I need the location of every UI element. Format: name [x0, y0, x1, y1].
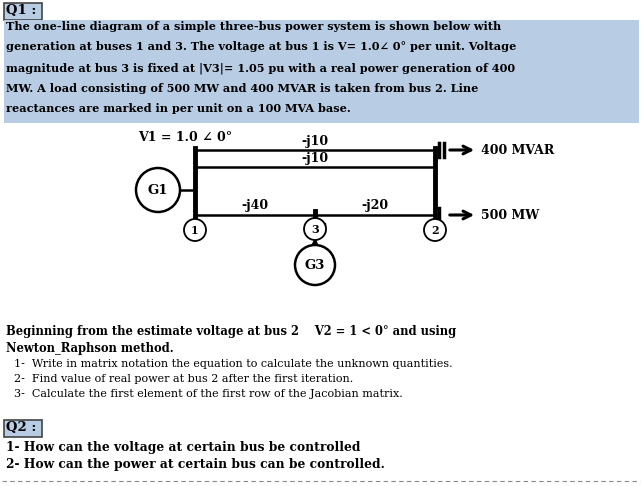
Circle shape	[304, 218, 326, 240]
Text: -j10: -j10	[302, 135, 329, 148]
Text: generation at buses 1 and 3. The voltage at bus 1 is V= 1.0∠ 0° per unit. Voltag: generation at buses 1 and 3. The voltage…	[6, 41, 516, 52]
Text: Q1 :: Q1 :	[6, 4, 37, 17]
Circle shape	[184, 219, 206, 241]
Text: G3: G3	[305, 259, 325, 272]
Text: Q2 :: Q2 :	[6, 421, 37, 434]
Text: 3-  Calculate the first element of the first row of the Jacobian matrix.: 3- Calculate the first element of the fi…	[14, 389, 403, 399]
Circle shape	[424, 219, 446, 241]
Text: V1 = 1.0 ∠ 0°: V1 = 1.0 ∠ 0°	[138, 131, 232, 144]
Text: 1- How can the voltage at certain bus be controlled: 1- How can the voltage at certain bus be…	[6, 441, 361, 454]
Text: The one-line diagram of a simple three-bus power system is shown below with: The one-line diagram of a simple three-b…	[6, 21, 502, 32]
FancyBboxPatch shape	[4, 20, 639, 123]
FancyBboxPatch shape	[4, 420, 42, 437]
Text: -j40: -j40	[241, 199, 269, 212]
Text: 1: 1	[191, 225, 199, 236]
Text: 2-  Find value of real power at bus 2 after the first iteration.: 2- Find value of real power at bus 2 aft…	[14, 374, 353, 384]
Text: reactances are marked in per unit on a 100 MVA base.: reactances are marked in per unit on a 1…	[6, 103, 350, 114]
Text: 3: 3	[311, 224, 319, 235]
Text: MW. A load consisting of 500 MW and 400 MVAR is taken from bus 2. Line: MW. A load consisting of 500 MW and 400 …	[6, 83, 478, 93]
Polygon shape	[305, 223, 325, 233]
Text: -j20: -j20	[361, 199, 388, 212]
Text: 500 MW: 500 MW	[481, 208, 539, 222]
Text: -j10: -j10	[302, 152, 329, 165]
Text: G1: G1	[148, 184, 168, 196]
Circle shape	[295, 245, 335, 285]
FancyBboxPatch shape	[4, 3, 42, 20]
Text: magnitude at bus 3 is fixed at |V3|= 1.05 pu with a real power generation of 400: magnitude at bus 3 is fixed at |V3|= 1.0…	[6, 62, 515, 73]
Text: 1-  Write in matrix notation the equation to calculate the unknown quantities.: 1- Write in matrix notation the equation…	[14, 359, 453, 369]
Text: 2: 2	[431, 225, 439, 236]
Circle shape	[136, 168, 180, 212]
Text: 400 MVAR: 400 MVAR	[481, 143, 554, 156]
Text: 2- How can the power at certain bus can be controlled.: 2- How can the power at certain bus can …	[6, 458, 385, 471]
Text: Newton_Raphson method.: Newton_Raphson method.	[6, 342, 174, 355]
Text: Beginning from the estimate voltage at bus 2    V2 = 1 < 0° and using: Beginning from the estimate voltage at b…	[6, 325, 457, 338]
